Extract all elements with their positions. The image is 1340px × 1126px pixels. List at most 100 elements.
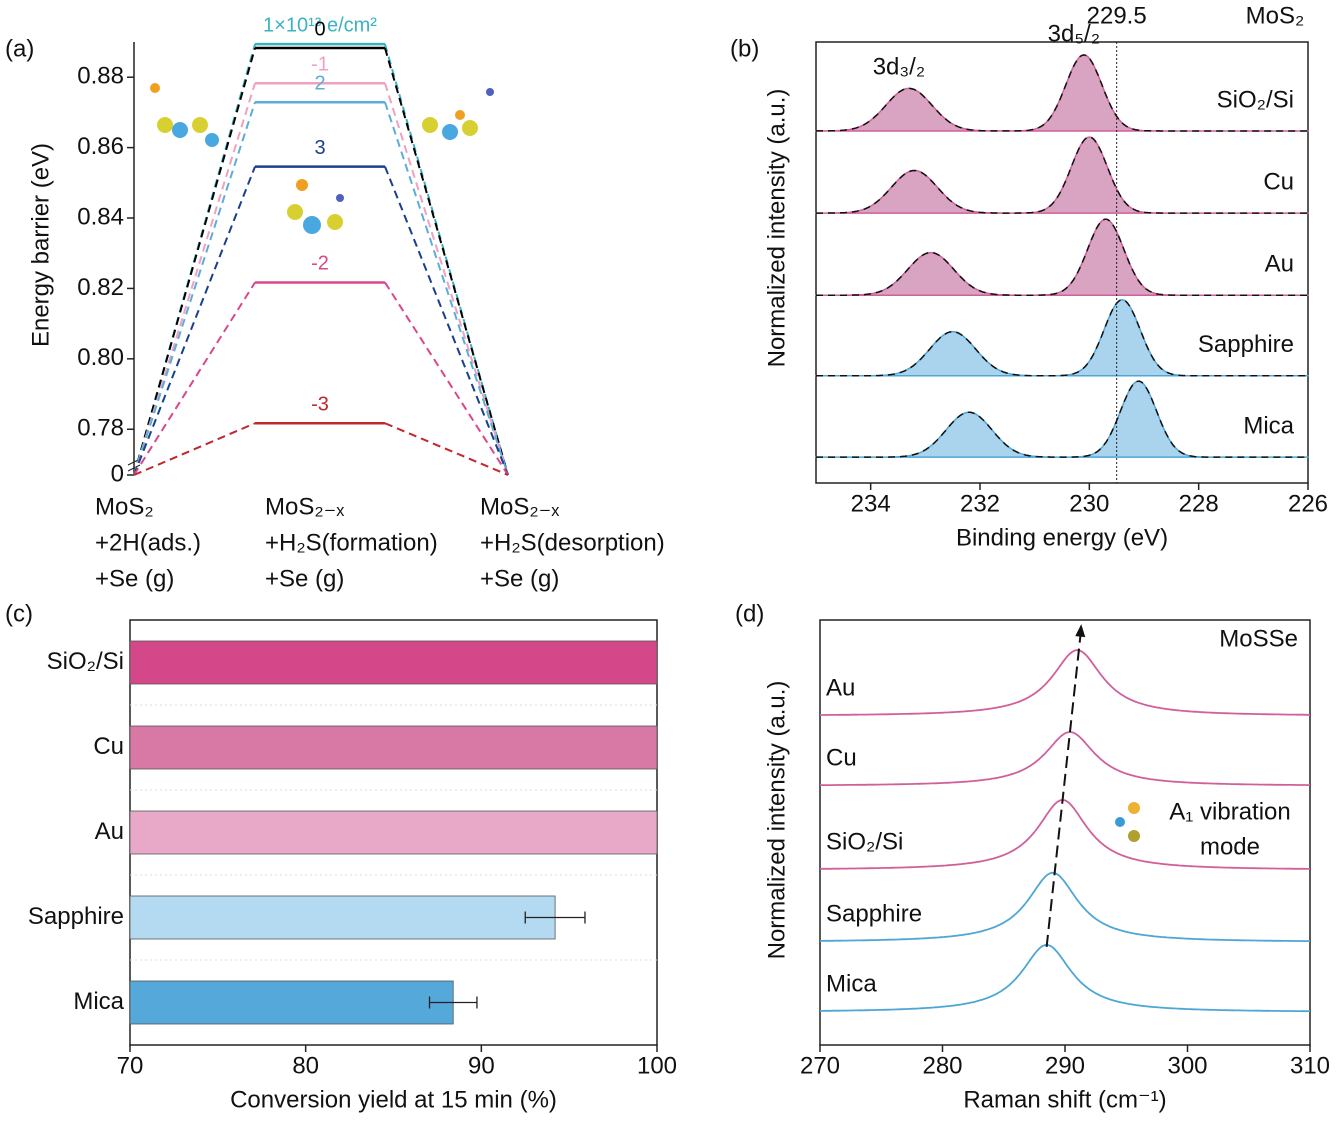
error-bar bbox=[428, 996, 478, 1009]
x-category-label: MoS₂₋ₓ bbox=[265, 493, 344, 520]
y-tick-label: 0.86 bbox=[77, 133, 124, 160]
connector bbox=[133, 422, 256, 476]
x-tick-label: 70 bbox=[117, 1052, 144, 1079]
connector bbox=[133, 47, 256, 476]
panel-label: (a) bbox=[5, 35, 34, 62]
x-tick-label: 232 bbox=[960, 490, 1000, 517]
y-tick-label: 0.84 bbox=[77, 203, 124, 230]
x-category-label: +H₂S(desorption) bbox=[480, 529, 665, 556]
panel-title: MoS₂ bbox=[1246, 2, 1305, 29]
bar bbox=[129, 725, 658, 770]
x-category-label: +H₂S(formation) bbox=[265, 529, 438, 556]
y-category-label: Sapphire bbox=[28, 903, 124, 930]
panel-title: MoSSe bbox=[1219, 625, 1298, 652]
x-category-label: +2H(ads.) bbox=[95, 529, 201, 556]
x-tick-label: 226 bbox=[1288, 490, 1328, 517]
series-label: Mica bbox=[826, 970, 877, 997]
y-tick-label: 0.78 bbox=[77, 415, 124, 442]
annotation: mode bbox=[1200, 833, 1260, 860]
bar bbox=[129, 810, 658, 855]
series-label: Sapphire bbox=[1198, 331, 1294, 358]
panel-label: (d) bbox=[735, 600, 764, 627]
x-tick-label: 100 bbox=[637, 1052, 677, 1079]
series-label: Au bbox=[826, 674, 855, 701]
peak-area bbox=[815, 136, 1309, 214]
bar bbox=[129, 980, 454, 1025]
y-tick-label: 0 bbox=[111, 460, 124, 487]
series-label: -1 bbox=[311, 53, 329, 75]
connector bbox=[384, 47, 509, 476]
series-label: Au bbox=[1265, 251, 1294, 278]
peak-label: 3d₃/₂ bbox=[873, 54, 925, 81]
x-tick-label: 300 bbox=[1167, 1052, 1207, 1079]
y-axis-label: Energy barrier (eV) bbox=[27, 143, 54, 347]
panel-label: (c) bbox=[5, 600, 33, 627]
x-tick-label: 228 bbox=[1179, 490, 1219, 517]
spectrum bbox=[820, 943, 1310, 1013]
panel-label: (b) bbox=[730, 35, 759, 62]
x-tick-label: 230 bbox=[1069, 490, 1109, 517]
fit-line bbox=[816, 299, 1308, 377]
arrow-head bbox=[1075, 624, 1086, 638]
spectrum bbox=[820, 649, 1310, 716]
connector bbox=[384, 101, 509, 476]
series-label: SiO₂/Si bbox=[1217, 86, 1294, 113]
x-category-label: MoS₂ bbox=[95, 493, 154, 520]
y-category-label: Au bbox=[95, 818, 124, 845]
spectrum bbox=[820, 731, 1310, 786]
y-axis-label: Normalized intensity (a.u.) bbox=[763, 89, 790, 368]
y-axis-label: Normalized intensity (a.u.) bbox=[763, 681, 790, 960]
y-category-label: SiO₂/Si bbox=[47, 648, 124, 675]
series-label: 3 bbox=[314, 137, 325, 159]
connector bbox=[384, 422, 509, 476]
series-label: 2 bbox=[314, 72, 325, 94]
series-label: Sapphire bbox=[826, 900, 922, 927]
fit-line bbox=[816, 380, 1308, 458]
plot-frame bbox=[815, 41, 1309, 484]
x-tick-label: 90 bbox=[468, 1052, 495, 1079]
y-category-label: Cu bbox=[93, 733, 124, 760]
connector bbox=[133, 166, 256, 476]
x-axis-label: Conversion yield at 15 min (%) bbox=[230, 1086, 557, 1113]
connector bbox=[133, 82, 256, 476]
connector bbox=[384, 281, 509, 476]
x-tick-label: 310 bbox=[1290, 1052, 1330, 1079]
series-label: -2 bbox=[311, 253, 329, 275]
fit-line bbox=[816, 218, 1308, 296]
peak-area bbox=[815, 380, 1309, 458]
series-label: Cu bbox=[826, 744, 857, 771]
x-tick-label: 270 bbox=[800, 1052, 840, 1079]
connector bbox=[133, 281, 256, 476]
series-label: Cu bbox=[1263, 168, 1294, 195]
error-bar bbox=[524, 911, 586, 924]
x-category-label: +Se (g) bbox=[265, 565, 344, 592]
x-axis-label: Raman shift (cm⁻¹) bbox=[963, 1086, 1166, 1113]
peak-area bbox=[815, 218, 1309, 296]
spectrum bbox=[820, 871, 1310, 942]
reference-label: 229.5 bbox=[1087, 2, 1147, 29]
x-category-label: +Se (g) bbox=[480, 565, 559, 592]
peak-label: 3d₅/₂ bbox=[1048, 20, 1100, 47]
fit-line bbox=[816, 54, 1308, 132]
x-tick-label: 290 bbox=[1045, 1052, 1085, 1079]
x-tick-label: 80 bbox=[292, 1052, 319, 1079]
x-category-label: +Se (g) bbox=[95, 565, 174, 592]
connector bbox=[384, 43, 509, 476]
series-label: SiO₂/Si bbox=[826, 828, 903, 855]
series-label: Mica bbox=[1243, 412, 1294, 439]
y-category-label: Mica bbox=[73, 988, 124, 1015]
connector bbox=[384, 82, 509, 476]
x-tick-label: 234 bbox=[851, 490, 891, 517]
x-tick-label: 280 bbox=[922, 1052, 962, 1079]
y-tick-label: 0.80 bbox=[77, 344, 124, 371]
bar bbox=[129, 640, 658, 685]
series-label: 1×10¹³ e/cm² bbox=[263, 14, 377, 36]
connector bbox=[384, 166, 509, 476]
bar bbox=[129, 895, 556, 940]
molecule-icons bbox=[150, 83, 1140, 842]
y-tick-label: 0.88 bbox=[77, 63, 124, 90]
x-category-label: MoS₂₋ₓ bbox=[480, 493, 559, 520]
y-tick-label: 0.82 bbox=[77, 274, 124, 301]
x-axis-label: Binding energy (eV) bbox=[956, 524, 1168, 551]
